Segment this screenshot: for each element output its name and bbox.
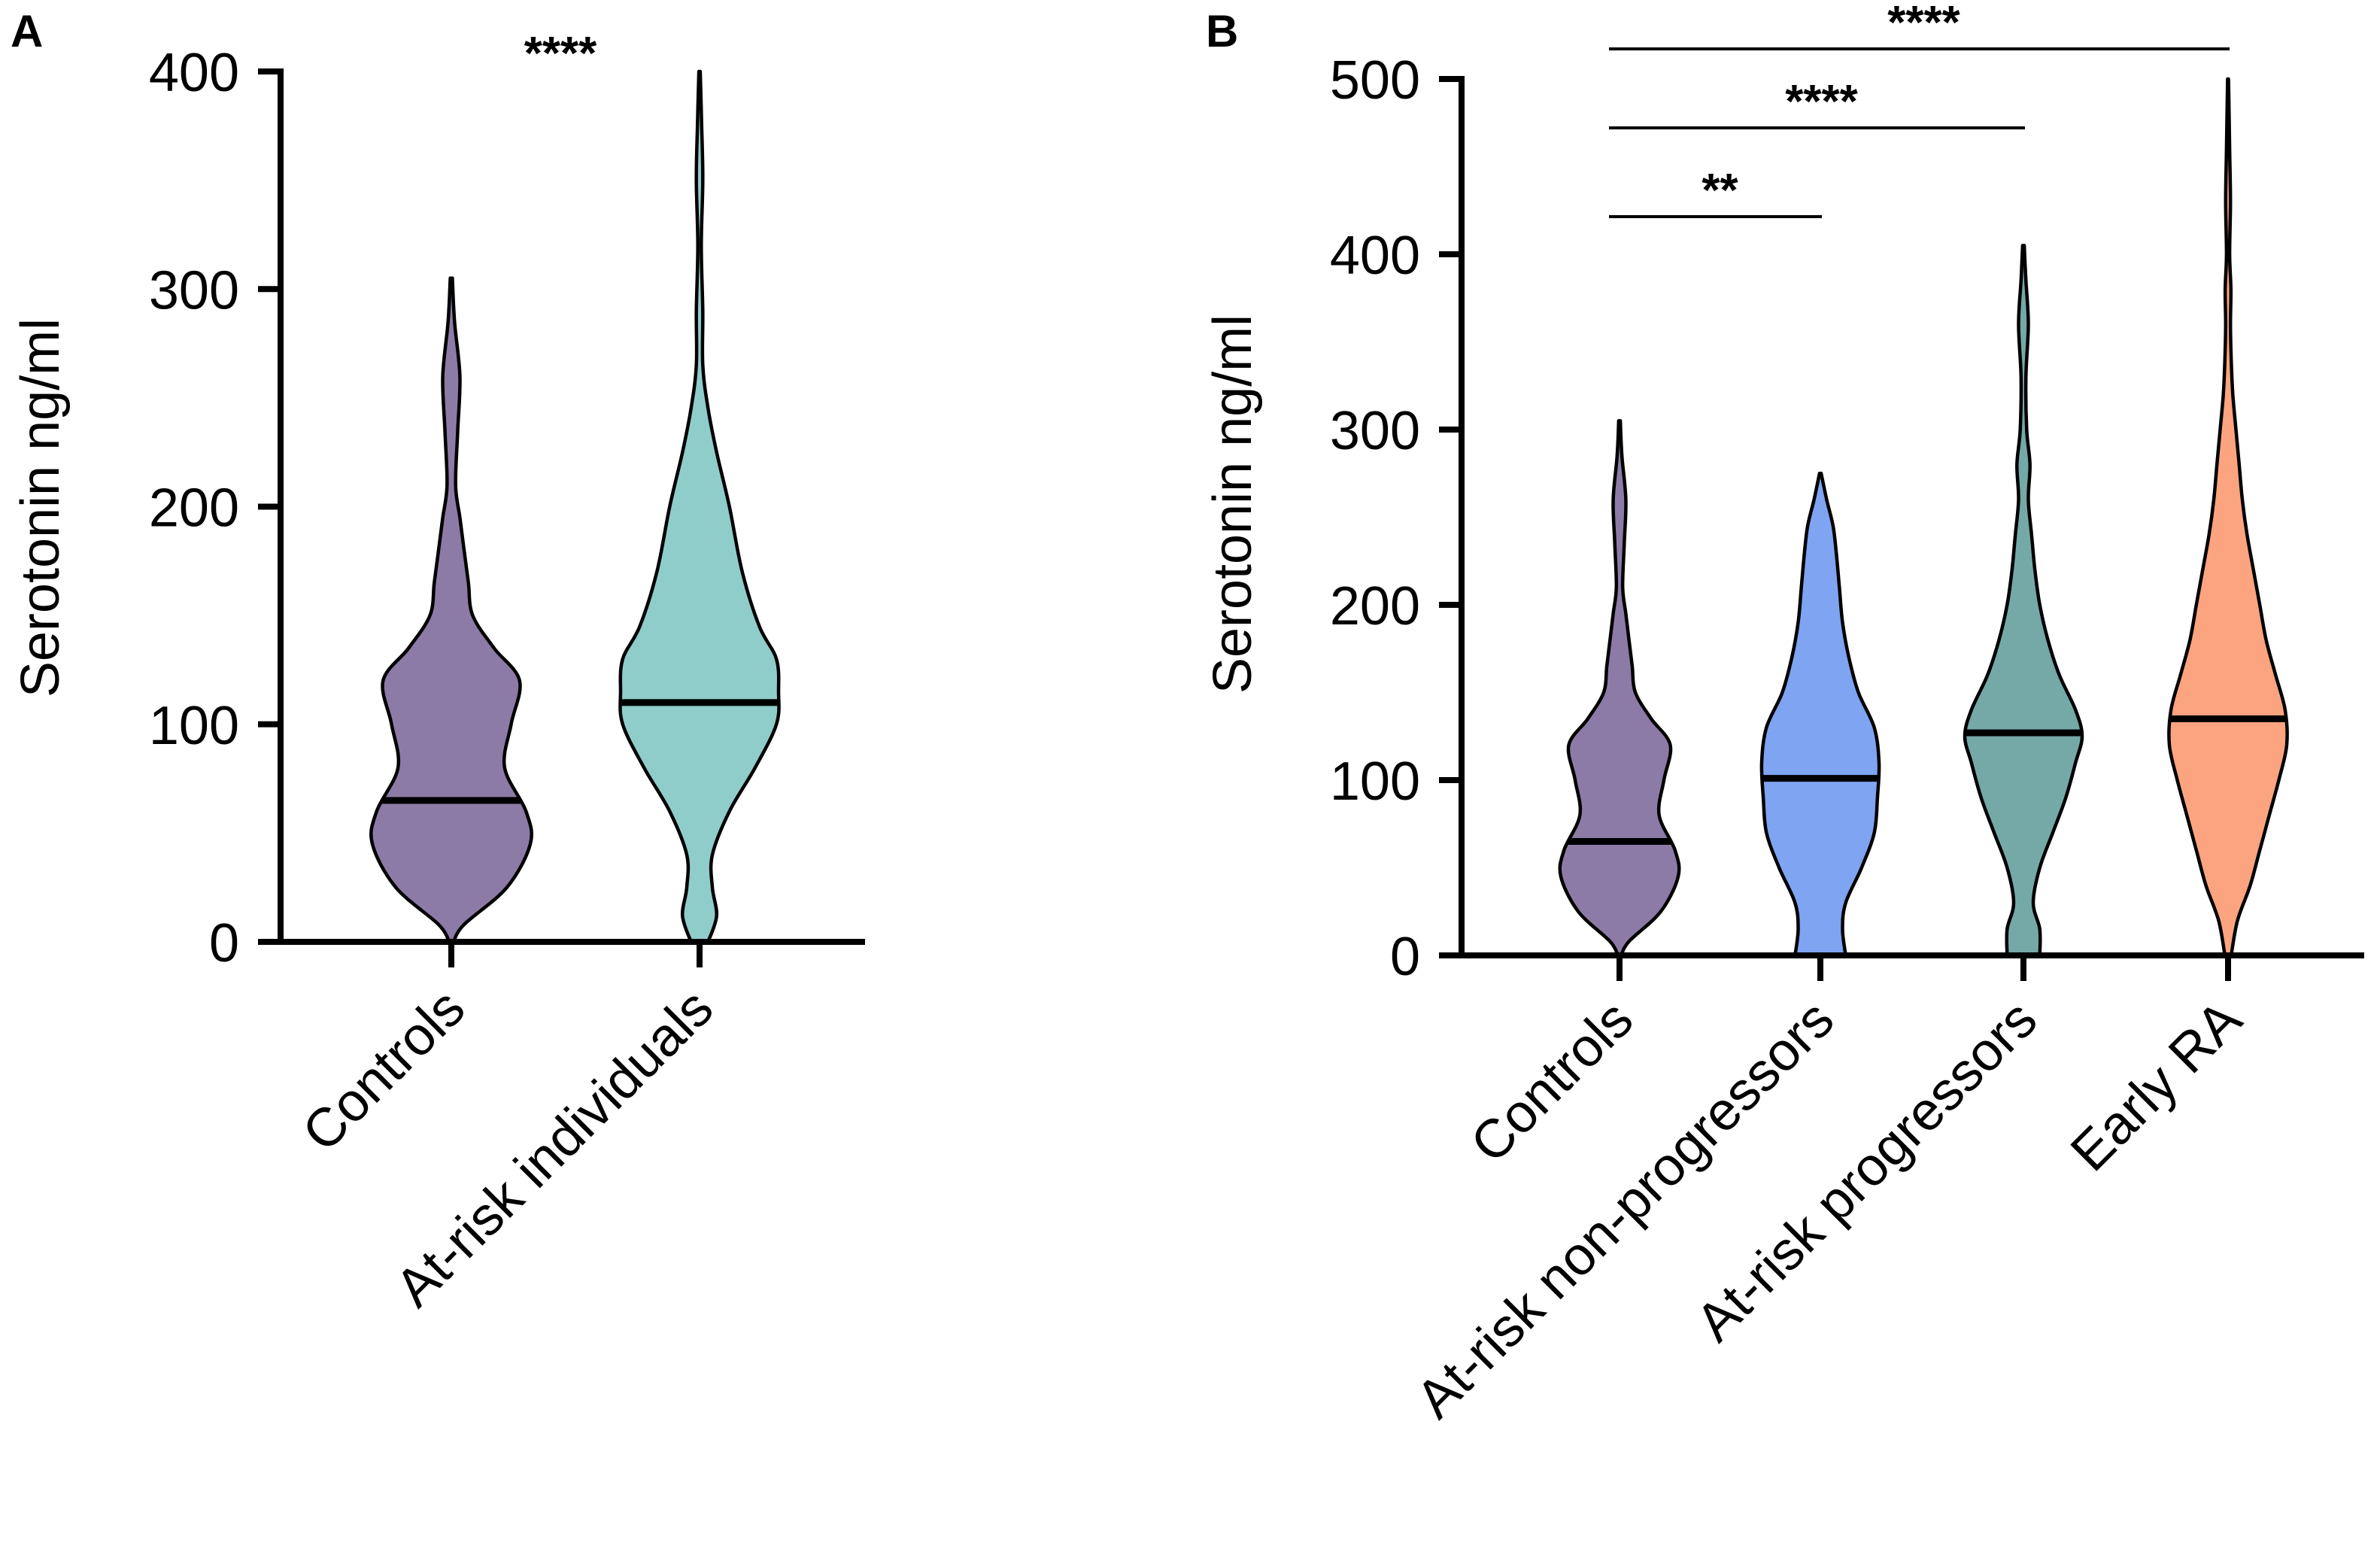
significance-stars: **** (524, 28, 597, 80)
panel-a-axes (278, 68, 865, 945)
y-tick-label: 300 (149, 260, 239, 320)
panel-b-axes (1459, 76, 2364, 958)
panel-a-violins (369, 69, 781, 944)
violin-at-risk-progressors (1963, 244, 2084, 958)
category-label-at-risk-progressors: At-risk progressors (1685, 989, 2049, 1353)
category-label-controls: Controls (1459, 989, 1644, 1174)
violin-at-risk-non-progressors (1759, 472, 1881, 958)
panel-b-significance: ********** (1609, 0, 2230, 218)
panel-b-label: B (1206, 6, 1238, 56)
panel-a-significance: **** (524, 28, 597, 80)
significance-stars: ** (1702, 165, 1738, 217)
y-tick-label: 400 (1330, 226, 1420, 286)
significance-stars: **** (1887, 0, 1960, 49)
panel-b-ticks: 0 100 200 300 400 500 (1330, 50, 1462, 987)
violin-at-risk-individuals (618, 69, 781, 944)
category-label-early-ra: Early RA (2060, 989, 2253, 1183)
y-tick-label: 200 (149, 478, 239, 539)
y-tick-label: 200 (1330, 576, 1420, 636)
panel-a-label: A (11, 6, 43, 56)
panel-b: B 0 100 200 300 400 500 Serotonin ng/ml Contr… (1203, 0, 2364, 1429)
y-tick-label: 0 (209, 913, 239, 973)
panel-b-y-axis-title: Serotonin ng/ml (1203, 314, 1263, 694)
y-tick-label: 0 (1390, 927, 1420, 987)
significance-stars: **** (1785, 76, 1858, 128)
panel-a-ticks: 0 100 200 300 400 (149, 43, 281, 973)
y-tick-label: 400 (149, 43, 239, 103)
y-tick-label: 100 (149, 696, 239, 756)
violin-controls (1558, 419, 1681, 958)
panel-a: A 0 100 200 300 400 Serotonin ng/ml Controls… (11, 6, 865, 1318)
violin-early-ra (2167, 77, 2289, 958)
y-tick-label: 100 (1330, 752, 1420, 812)
category-label-at-risk-non-progressors: At-risk non-progressors (1405, 989, 1846, 1430)
panel-b-violins (1558, 77, 2289, 958)
category-label-controls: Controls (291, 978, 476, 1163)
panel-a-y-axis-title: Serotonin ng/ml (11, 318, 71, 697)
y-tick-label: 500 (1330, 50, 1420, 111)
violin-controls (369, 276, 533, 944)
y-tick-label: 300 (1330, 401, 1420, 461)
